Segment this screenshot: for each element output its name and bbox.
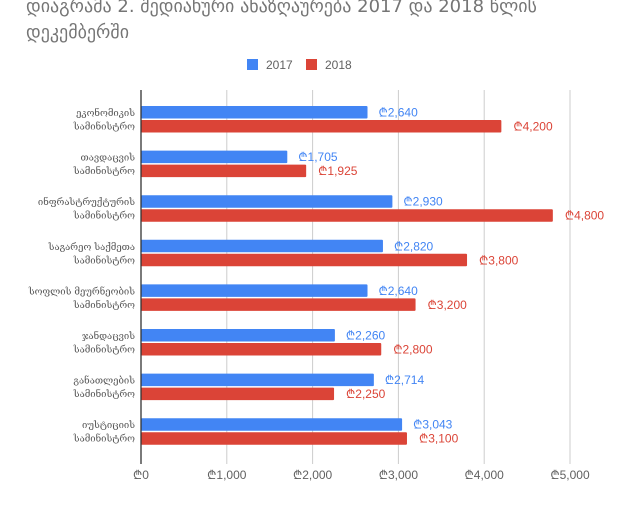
category-label-line: სამინისტრო xyxy=(73,388,135,400)
bar-2018[interactable] xyxy=(141,253,468,267)
bar-2017[interactable] xyxy=(141,150,288,164)
bar-2018[interactable] xyxy=(141,298,416,311)
x-tick-label: ₾2,000 xyxy=(293,468,333,482)
data-label-2017: ₾2,930 xyxy=(403,195,443,209)
data-label-2018: ₾4,800 xyxy=(565,209,605,223)
bar-2018[interactable] xyxy=(141,387,335,401)
category-label-line: სამინისტრო xyxy=(73,210,135,222)
category-label: თავდაცვის სამინისტრო xyxy=(73,153,135,178)
chart-title: დიაგრამა 2. შედიახური ანაზღაურება 2017 დ… xyxy=(26,0,537,43)
data-label-2018: ₾3,100 xyxy=(419,432,459,446)
category-label: ეკონომიკის სამინისტრო xyxy=(73,107,135,133)
x-tick-label: ₾3,000 xyxy=(379,468,419,482)
data-label-2018: ₾1,925 xyxy=(318,164,358,178)
bar-group: ₾2,820 ₾3,800 xyxy=(141,239,519,267)
data-label-2017: ₾2,820 xyxy=(394,239,434,253)
bar-group: ₾2,640 ₾4,200 xyxy=(141,106,553,134)
category-label-line: ინფრასტრუქტურის xyxy=(38,196,135,208)
category-label-line: სამინისტრო xyxy=(73,121,135,133)
category-label-line: სამინისტრო xyxy=(73,254,135,266)
data-label-2017: ₾2,640 xyxy=(379,284,419,298)
category-label-line: ჯანდაცვის xyxy=(82,330,135,342)
x-tick-label: ₾0 xyxy=(133,468,149,482)
category-label-line: საგარეო საქმეთა xyxy=(48,242,135,253)
data-label-2018: ₾2,800 xyxy=(393,343,433,357)
bar-group: ₾2,930 ₾4,800 xyxy=(141,195,604,223)
legend-label: 2017 xyxy=(266,58,293,72)
category-label-line: სოფლის მეურნეობის xyxy=(28,285,135,297)
bar-2018[interactable] xyxy=(141,209,553,222)
bar-group: ₾1,705₾1,925 xyxy=(141,150,358,178)
legend: 2017 2018 xyxy=(247,58,352,72)
category-label: განათლების სამინისტრო xyxy=(73,375,135,401)
data-label-2018: ₾2,250 xyxy=(346,387,386,401)
legend-label: 2018 xyxy=(325,58,352,72)
x-tick-label: ₾5,000 xyxy=(550,468,590,482)
category-label-line: სამინისტრო xyxy=(73,165,135,177)
category-label-line: თავდაცვის xyxy=(81,153,136,164)
category-label: ჯანდაცვის სამინისტრო xyxy=(73,330,135,356)
bar-2017[interactable] xyxy=(141,373,374,387)
bars: ₾2,640 ₾4,200 ₾1,705₾1,925 ₾2,930 ₾4,800 ₾2,8… xyxy=(141,106,604,446)
data-label-2018: ₾4,200 xyxy=(513,120,553,134)
bar-2017[interactable] xyxy=(141,329,335,342)
data-label-2017: ₾2,640 xyxy=(379,106,419,120)
gridlines xyxy=(226,90,571,464)
category-label: იუსტიციის სამინისტრო xyxy=(73,420,135,445)
data-label-2018: ₾3,800 xyxy=(479,253,519,267)
legend-item-2017[interactable]: 2017 xyxy=(247,58,293,72)
bar-2018[interactable] xyxy=(141,120,502,133)
x-tick-label: ₾4,000 xyxy=(465,468,505,482)
category-label-line: სამინისტრო xyxy=(73,299,135,311)
data-label-2017: ₾2,714 xyxy=(385,373,425,387)
bar-2017[interactable] xyxy=(141,106,368,119)
category-label-line: სამინისტრო xyxy=(73,344,135,356)
bar-group: ₾2,260 ₾2,800 xyxy=(141,329,433,357)
bar-group: ₾2,714₾2,250 xyxy=(141,373,424,401)
x-tick-label: ₾1,000 xyxy=(207,468,247,482)
bar-2017[interactable] xyxy=(141,239,383,253)
category-label: საგარეო საქმეთა სამინისტრო xyxy=(48,242,135,266)
category-label-line: ეკონომიკის xyxy=(76,107,135,119)
bar-2018[interactable] xyxy=(141,343,382,356)
bar-2018[interactable] xyxy=(141,164,307,178)
category-label-line: განათლების xyxy=(73,375,135,387)
x-axis-ticks: ₾0 ₾1,000 ₾2,000 ₾3,000 ₾4,000 ₾5,000 xyxy=(133,468,590,482)
bar-2017[interactable] xyxy=(141,284,368,297)
data-label-2017: ₾3,043 xyxy=(413,418,453,432)
data-label-2017: ₾2,260 xyxy=(346,329,386,343)
data-label-2017: ₾1,705 xyxy=(298,150,338,164)
bar-group: ₾3,043₾3,100 xyxy=(141,418,459,446)
bar-2017[interactable] xyxy=(141,418,403,431)
data-label-2018: ₾3,200 xyxy=(428,298,468,312)
bar-2018[interactable] xyxy=(141,432,407,445)
category-label: სოფლის მეურნეობის სამინისტრო xyxy=(28,285,135,311)
category-label-line: სამინისტრო xyxy=(73,433,135,445)
legend-item-2018[interactable]: 2018 xyxy=(306,58,352,72)
bar-2017[interactable] xyxy=(141,195,393,208)
legend-swatch xyxy=(306,59,317,70)
category-label: ინფრასტრუქტურის სამინისტრო xyxy=(38,196,135,222)
bar-group: ₾2,640 ₾3,200 xyxy=(141,284,467,312)
category-label-line: იუსტიციის xyxy=(82,420,135,431)
legend-swatch xyxy=(247,59,258,70)
